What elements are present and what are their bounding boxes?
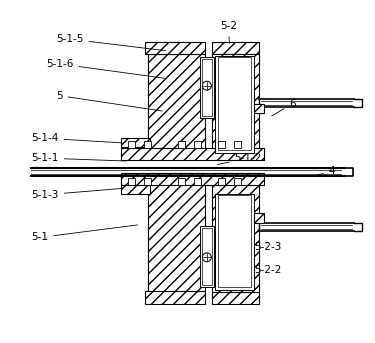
Bar <box>218 57 252 150</box>
Bar <box>178 141 185 148</box>
Bar <box>194 141 201 148</box>
Bar <box>120 173 264 185</box>
Bar <box>234 141 241 148</box>
Text: 5-1-2: 5-1-2 <box>217 153 262 165</box>
Bar <box>218 195 252 287</box>
Bar <box>215 194 255 290</box>
Text: 5-2: 5-2 <box>220 21 237 43</box>
Circle shape <box>202 81 211 90</box>
Bar <box>178 178 185 185</box>
Bar <box>200 226 214 287</box>
Bar <box>212 173 260 292</box>
Text: 5-1-1: 5-1-1 <box>31 153 126 163</box>
Text: 5-2-2: 5-2-2 <box>234 265 282 281</box>
Bar <box>194 178 201 185</box>
Text: 5-1-3: 5-1-3 <box>31 188 126 200</box>
Bar <box>144 178 151 185</box>
Text: 5-1-6: 5-1-6 <box>46 59 165 79</box>
Bar <box>255 104 264 114</box>
Bar <box>146 291 205 304</box>
Bar <box>202 227 212 285</box>
Text: 6: 6 <box>272 98 296 116</box>
Bar <box>148 54 205 153</box>
Bar <box>212 54 260 153</box>
Bar <box>212 42 260 54</box>
Bar <box>120 138 150 147</box>
Bar <box>255 213 264 223</box>
Bar <box>144 141 151 148</box>
Bar <box>148 173 205 292</box>
Bar <box>146 42 205 54</box>
Bar <box>212 291 260 304</box>
Bar <box>234 178 241 185</box>
Bar <box>200 57 214 118</box>
Bar <box>218 178 225 185</box>
Text: 5-1-5: 5-1-5 <box>56 34 165 51</box>
Text: 5-2-3: 5-2-3 <box>234 243 282 257</box>
Bar <box>218 141 225 148</box>
Bar <box>120 148 264 160</box>
Text: 5: 5 <box>56 91 162 111</box>
Bar <box>129 178 135 185</box>
Text: 4: 4 <box>314 166 336 176</box>
Bar <box>202 59 212 117</box>
Bar <box>215 56 255 153</box>
Circle shape <box>202 253 211 262</box>
Text: 5-1: 5-1 <box>31 225 138 243</box>
Bar <box>120 185 150 194</box>
Bar <box>129 141 135 148</box>
Text: 5-1-4: 5-1-4 <box>31 133 126 143</box>
